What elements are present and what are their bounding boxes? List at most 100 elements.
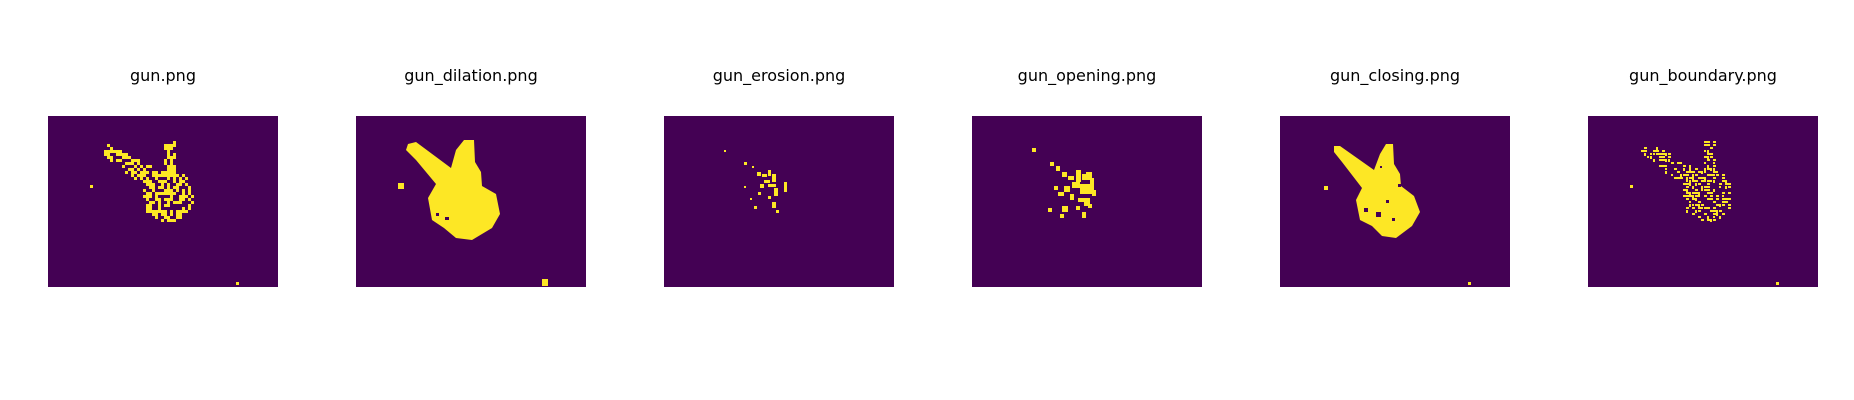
foreground-pixel: [107, 144, 110, 147]
foreground-pixel: [182, 207, 185, 210]
foreground-pixel: [146, 195, 149, 198]
foreground-pixel: [1704, 168, 1706, 171]
foreground-pixel: [173, 156, 176, 159]
hole: [1386, 200, 1389, 203]
binary-image-boundary: [1588, 116, 1818, 287]
foreground-pixel: [1704, 156, 1707, 158]
foreground-pixel: [1082, 174, 1088, 180]
foreground-pixel: [1644, 147, 1647, 149]
foreground-pixel: [164, 204, 167, 207]
foreground-pixel: [170, 162, 173, 165]
foreground-pixel: [182, 198, 185, 201]
foreground-pixel: [1662, 150, 1665, 152]
foreground-pixel: [1713, 207, 1716, 209]
foreground-pixel: [122, 153, 125, 156]
foreground-pixel: [167, 168, 170, 171]
foreground-pixel: [143, 180, 146, 183]
foreground-pixel: [776, 210, 779, 213]
foreground-pixel: [1686, 210, 1688, 213]
foreground-pixel: [149, 165, 152, 168]
foreground-pixel: [1677, 162, 1680, 164]
foreground-pixel: [173, 186, 176, 189]
foreground-pixel: [1698, 177, 1701, 179]
foreground-pixel: [1090, 178, 1094, 194]
foreground-pixel: [757, 172, 761, 176]
foreground-pixel: [1653, 153, 1655, 155]
foreground-pixel: [1689, 192, 1691, 195]
foreground-pixel: [119, 159, 122, 162]
foreground-pixel: [764, 180, 770, 183]
foreground-pixel: [179, 195, 182, 198]
foreground-pixel: [1076, 170, 1081, 182]
foreground-pixel: [1719, 183, 1722, 185]
foreground-pixel: [1064, 186, 1070, 192]
foreground-pixel: [1086, 172, 1092, 180]
foreground-pixel: [1710, 180, 1712, 182]
foreground-pixel: [179, 183, 182, 186]
foreground-pixel: [179, 210, 182, 213]
foreground-pixel: [179, 213, 182, 216]
foreground-pixel: [164, 189, 167, 192]
foreground-pixel: [1704, 180, 1706, 182]
foreground-pixel: [1707, 186, 1710, 188]
foreground-pixel: [131, 171, 134, 174]
foreground-pixel: [110, 150, 113, 153]
image-background: [1588, 116, 1818, 287]
foreground-pixel: [161, 171, 164, 174]
foreground-pixel: [1707, 153, 1710, 155]
foreground-pixel: [1062, 172, 1067, 177]
foreground-pixel: [1701, 207, 1703, 209]
image-background: [48, 116, 278, 287]
foreground-pixel: [167, 177, 170, 180]
foreground-pixel: [167, 204, 170, 207]
foreground-pixel: [152, 171, 155, 174]
foreground-pixel: [182, 210, 185, 213]
foreground-pixel: [1692, 195, 1694, 198]
foreground-pixel: [1078, 198, 1084, 202]
foreground-pixel: [158, 204, 161, 207]
foreground-pixel: [161, 183, 164, 186]
foreground-pixel: [1707, 180, 1710, 182]
foreground-pixel: [176, 213, 179, 216]
foreground-pixel: [1695, 183, 1697, 186]
foreground-pixel: [1695, 210, 1697, 213]
foreground-pixel: [119, 150, 122, 153]
foreground-pixel: [149, 192, 152, 195]
image-background: [664, 116, 894, 287]
foreground-pixel: [1710, 156, 1713, 158]
foreground-pixel: [1704, 141, 1707, 143]
foreground-pixel: [152, 186, 155, 189]
foreground-pixel: [170, 198, 173, 201]
foreground-pixel: [161, 210, 164, 213]
foreground-pixel: [1695, 168, 1698, 170]
foreground-pixel: [774, 188, 778, 196]
foreground-pixel: [176, 210, 179, 213]
foreground-pixel: [1698, 195, 1700, 197]
foreground-pixel: [155, 177, 158, 180]
foreground-pixel: [1692, 192, 1695, 194]
foreground-pixel: [140, 165, 143, 168]
panel-title: gun_dilation.png: [404, 66, 538, 85]
foreground-pixel: [1716, 174, 1719, 176]
panel-gun: gun.png: [48, 0, 278, 400]
foreground-pixel: [167, 150, 170, 153]
foreground-pixel: [1701, 180, 1704, 182]
foreground-pixel: [1707, 165, 1709, 168]
foreground-pixel: [1719, 186, 1721, 188]
foreground-pixel: [1707, 159, 1710, 161]
foreground-pixel: [107, 150, 110, 153]
foreground-pixel: [1725, 198, 1728, 200]
foreground-pixel: [125, 171, 128, 174]
foreground-pixel: [164, 144, 167, 147]
foreground-pixel: [1725, 183, 1728, 185]
panel-gun-closing: gun_closing.png: [1280, 0, 1510, 400]
foreground-pixel: [188, 186, 191, 189]
foreground-pixel: [179, 198, 182, 201]
hole: [1380, 166, 1382, 168]
foreground-pixel: [1662, 165, 1665, 167]
foreground-pixel: [1665, 171, 1667, 174]
foreground-pixel: [170, 210, 173, 213]
foreground-pixel: [152, 201, 155, 204]
foreground-pixel: [113, 150, 116, 153]
foreground-pixel: [1665, 165, 1667, 167]
